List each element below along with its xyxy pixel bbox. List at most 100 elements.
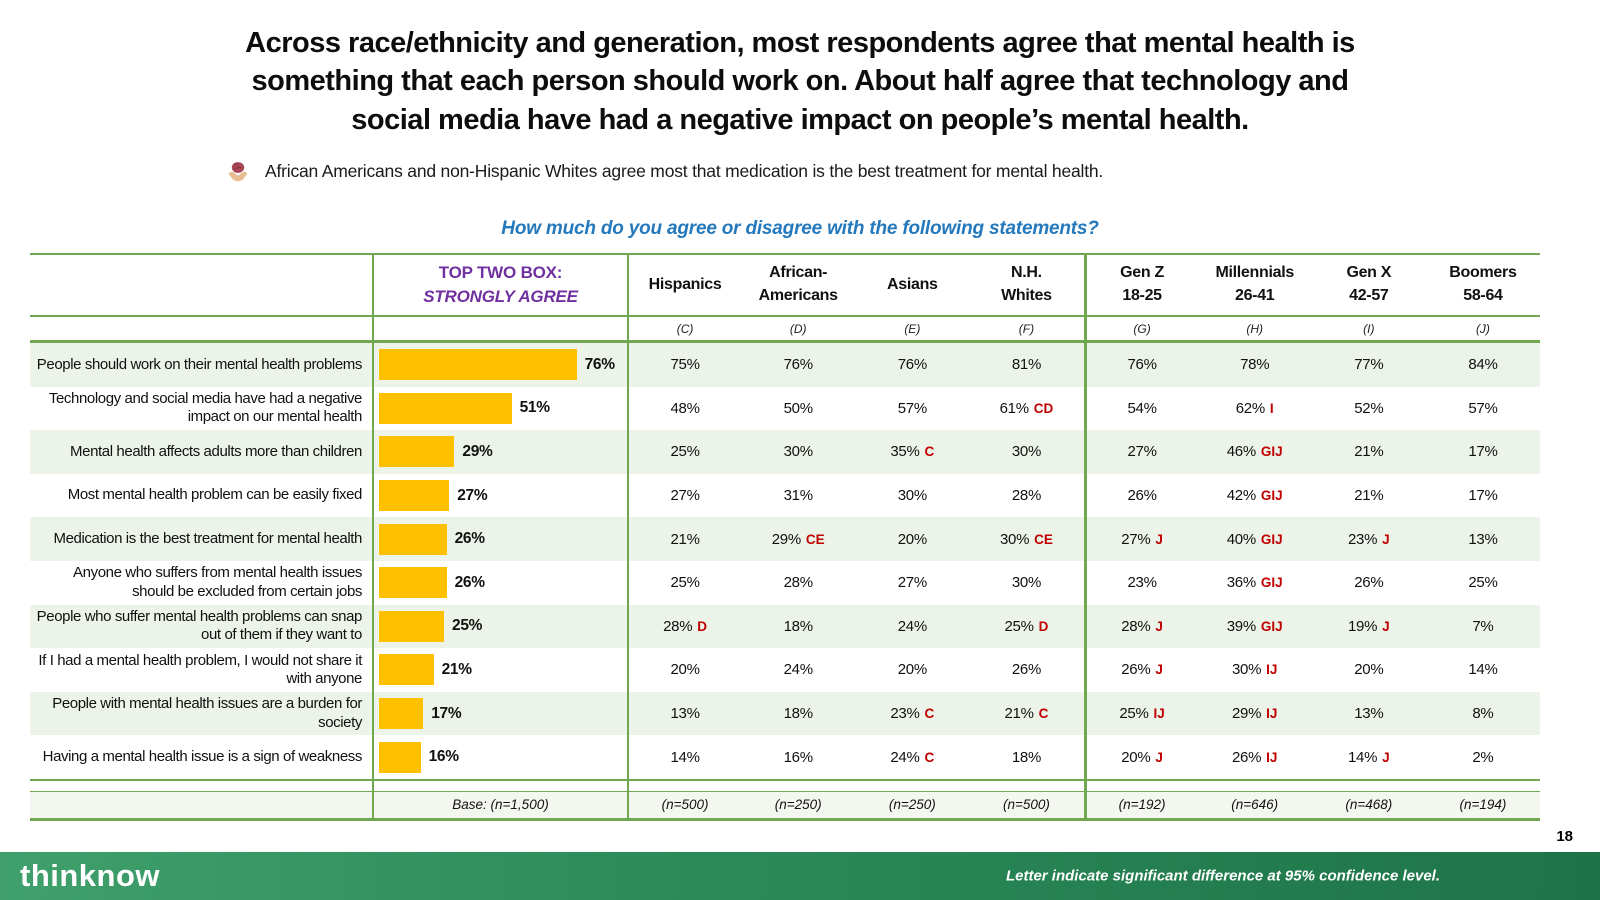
- statement-label: People with mental health issues are a b…: [52, 695, 362, 731]
- value-cell: 21% C: [969, 692, 1083, 736]
- table-row: Medication is the best treatment for men…: [30, 517, 1540, 561]
- significance-letters: IJ: [1153, 706, 1165, 722]
- value: 17%: [1468, 443, 1498, 461]
- value: 77%: [1354, 356, 1384, 374]
- value-cell: 13%: [1426, 517, 1540, 561]
- total-value-label: 76%: [584, 355, 615, 373]
- statement-label: If I had a mental health problem, I woul…: [38, 651, 362, 687]
- total-bar: [379, 349, 577, 381]
- page-number: 18: [1556, 828, 1573, 845]
- table-row: People should work on their mental healt…: [30, 343, 1540, 387]
- value-cell: 25% D: [969, 605, 1083, 649]
- statement-label: People should work on their mental healt…: [36, 355, 363, 373]
- value: 29%: [771, 530, 801, 548]
- total-bar: [379, 567, 447, 599]
- statement-label: Medication is the best treatment for men…: [53, 530, 362, 548]
- value: 13%: [1468, 530, 1498, 548]
- value-cell: 21%: [1312, 474, 1426, 518]
- value: 23%: [890, 705, 920, 723]
- value: 30%: [999, 530, 1030, 548]
- value: 28%: [663, 617, 693, 635]
- thinknow-logo: thinknow: [20, 858, 161, 893]
- bar-cell: 76%: [372, 343, 627, 387]
- value-cell: 30%: [969, 430, 1083, 474]
- column-name: Gen X: [1346, 264, 1392, 282]
- value: 30%: [1231, 661, 1262, 679]
- value-cell: 28%: [969, 474, 1083, 518]
- value: 20%: [897, 530, 927, 548]
- statement-label: Technology and social media have had a n…: [48, 390, 363, 426]
- significance-letters: J: [1155, 531, 1163, 547]
- value: 27%: [1121, 530, 1151, 548]
- value: 21%: [1354, 487, 1384, 505]
- significance-letters: J: [1155, 749, 1163, 765]
- column-subtitle: 26-41: [1234, 287, 1275, 304]
- value-cell: 31%: [741, 474, 855, 518]
- value: 27%: [897, 574, 927, 592]
- statement-label: Having a mental health issue is a sign o…: [42, 747, 363, 765]
- value: 24%: [897, 617, 927, 635]
- spacer: [372, 780, 627, 791]
- value-cell: 13%: [627, 691, 741, 736]
- significance-letters: CE: [1034, 531, 1053, 547]
- table-spacer-row: [30, 778, 1540, 792]
- statement-label: Most mental health problem can be easily…: [67, 486, 363, 504]
- significance-letters: J: [1155, 662, 1163, 678]
- value: 61%: [999, 399, 1029, 417]
- value-cell: 20%: [855, 648, 969, 692]
- value: 27%: [670, 487, 700, 505]
- value-cell: 30%: [741, 430, 855, 474]
- statement-label: Anyone who suffers from mental health is…: [73, 564, 362, 600]
- column-name: Hispanics: [648, 275, 722, 293]
- table-row: People with mental health issues are a b…: [30, 691, 1540, 736]
- value: 30%: [1011, 443, 1041, 461]
- value-cell: 52%: [1312, 387, 1426, 431]
- value: 17%: [1468, 487, 1498, 505]
- value: 48%: [670, 399, 700, 417]
- results-table: TOP TWO BOX: STRONGLY AGREE Hispanics Afric…: [30, 253, 1540, 821]
- value: 21%: [1004, 705, 1034, 723]
- significance-letters: IJ: [1266, 706, 1278, 722]
- value: 40%: [1226, 530, 1256, 548]
- value: 29%: [1231, 705, 1262, 723]
- value: 28%: [1121, 617, 1151, 635]
- total-value-label: 51%: [519, 399, 550, 417]
- survey-question: How much do you agree or disagree with t…: [501, 217, 1099, 239]
- value: 21%: [670, 530, 700, 548]
- value: 20%: [897, 661, 927, 679]
- significance-letters: I: [1269, 400, 1274, 416]
- table-header-row: TOP TWO BOX: STRONGLY AGREE Hispanics Afric…: [30, 255, 1540, 317]
- value-cell: 50%: [741, 387, 855, 431]
- value: 52%: [1354, 399, 1384, 417]
- value-cell: 30%: [969, 561, 1083, 605]
- total-value-label: 26%: [454, 530, 485, 548]
- value: 20%: [1354, 661, 1384, 679]
- total-bar: [379, 654, 434, 686]
- value-cell: 30%: [855, 474, 969, 518]
- bar-cell: 27%: [372, 473, 627, 518]
- value: 78%: [1240, 356, 1270, 374]
- column-name: African-: [769, 264, 828, 282]
- base-n-label: (n=250): [774, 797, 822, 813]
- value: 76%: [783, 356, 813, 374]
- value-cell: 29% IJ: [1198, 692, 1312, 736]
- value: 25%: [670, 443, 700, 461]
- value-cell: 76%: [741, 343, 855, 387]
- value: 31%: [783, 487, 813, 505]
- column-header: African- Americans: [741, 255, 855, 315]
- bar-cell: 25%: [372, 604, 627, 649]
- value-cell: 30% CE: [969, 517, 1083, 561]
- value-cell: 26% J: [1083, 648, 1198, 692]
- value-cell: 27%: [627, 473, 741, 518]
- total-bar: [379, 392, 512, 424]
- bar-cell: 29%: [372, 430, 627, 474]
- total-value-label: 21%: [441, 660, 472, 678]
- value-cell: 24%: [855, 605, 969, 649]
- value-cell: 54%: [1083, 386, 1198, 431]
- value-cell: 18%: [741, 605, 855, 649]
- significance-letters: GIJ: [1260, 618, 1283, 634]
- column-header: Boomers 58-64: [1426, 255, 1540, 315]
- value: 76%: [897, 356, 927, 374]
- value: 23%: [1127, 574, 1157, 592]
- spacer: [30, 781, 372, 791]
